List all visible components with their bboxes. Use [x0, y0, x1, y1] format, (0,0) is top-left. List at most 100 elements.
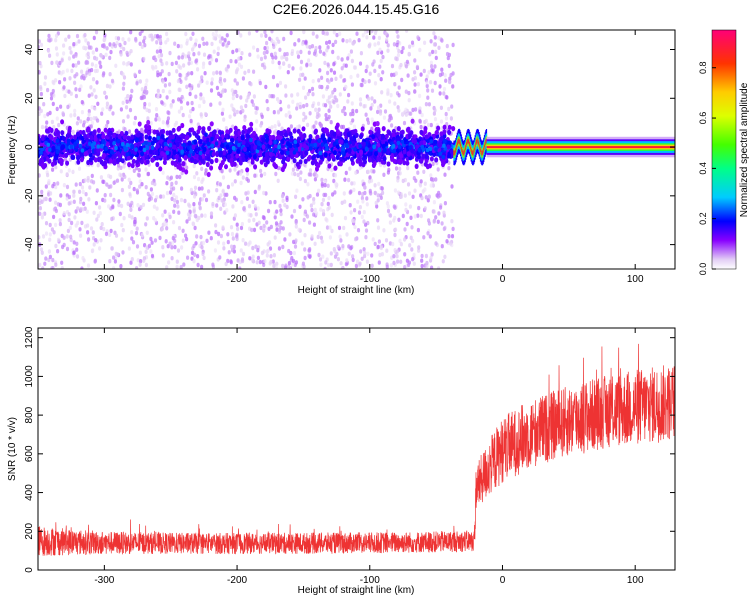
heatmap-cell [121, 142, 125, 147]
heatmap-cell [201, 96, 205, 101]
heatmap-cell [62, 43, 66, 48]
heatmap-cell [369, 168, 374, 174]
heatmap-cell [278, 153, 283, 159]
heatmap-cell [134, 230, 139, 236]
heatmap-cell [383, 109, 388, 114]
heatmap-cell [449, 241, 453, 246]
heatmap-cell [430, 88, 435, 93]
heatmap-cell [55, 138, 60, 144]
heatmap-cell [105, 104, 109, 110]
heatmap-cell [206, 171, 211, 178]
heatmap-cell [390, 63, 395, 69]
heatmap-cell [351, 111, 355, 117]
heatmap-cell [326, 70, 330, 76]
heatmap-cell [172, 209, 176, 214]
heatmap-cell [333, 190, 337, 195]
heatmap-cell [119, 52, 123, 57]
heatmap-cell [407, 90, 411, 96]
heatmap-cell [47, 249, 52, 254]
heatmap-cell [169, 104, 173, 109]
heatmap-cell [279, 220, 283, 225]
heatmap-cell [205, 41, 209, 46]
heatmap-cell [251, 254, 255, 259]
heatmap-cell [59, 71, 64, 76]
heatmap-cell [44, 256, 48, 261]
heatmap-cell [349, 49, 353, 54]
heatmap-cell [440, 244, 444, 249]
heatmap-cell [172, 220, 176, 225]
heatmap-cell [115, 252, 120, 257]
heatmap-cell [311, 92, 315, 97]
heatmap-cell [192, 243, 196, 249]
heatmap-cell [406, 165, 410, 171]
heatmap-cell [339, 139, 344, 145]
heatmap-cell [371, 237, 375, 242]
heatmap-cell [434, 49, 438, 55]
heatmap-cell [94, 30, 99, 35]
heatmap-cell [278, 65, 282, 70]
heatmap-cell [465, 145, 467, 150]
heatmap-cell [190, 71, 194, 76]
heatmap-cell [318, 150, 323, 156]
heatmap-cell [290, 93, 294, 98]
heatmap-cell [399, 194, 404, 199]
heatmap-cell [252, 94, 256, 99]
heatmap-cell [351, 118, 355, 123]
heatmap-cell [253, 145, 258, 151]
heatmap-cell [98, 205, 102, 210]
heatmap-cell [335, 154, 340, 161]
heatmap-cell [55, 52, 59, 57]
heatmap-cell [451, 71, 455, 76]
heatmap-cell [421, 189, 425, 194]
heatmap-cell [438, 91, 442, 96]
heatmap-cell [38, 206, 43, 211]
heatmap-cell [456, 145, 458, 150]
heatmap-cell [288, 232, 292, 237]
heatmap-cell [339, 74, 343, 79]
heatmap-cell [44, 184, 48, 189]
heatmap-cell [96, 101, 100, 107]
heatmap-cell [185, 134, 190, 140]
heatmap-cell [244, 191, 248, 196]
heatmap-cell [161, 120, 165, 125]
heatmap-cell [395, 254, 399, 259]
heatmap-cell [327, 79, 331, 84]
heatmap-cell [245, 171, 250, 176]
heatmap-cell [41, 266, 45, 269]
heatmap-cell [56, 129, 61, 136]
heatmap-cell [158, 166, 163, 172]
heatmap-cell [288, 143, 293, 149]
heatmap-cell [404, 89, 408, 94]
heatmap-cell [210, 81, 214, 86]
heatmap-cell [333, 165, 338, 171]
heatmap-cell [388, 220, 392, 225]
heatmap-cell [193, 213, 197, 218]
heatmap-cell [386, 48, 390, 53]
heatmap-cell [167, 71, 171, 77]
heatmap-cell [72, 193, 76, 198]
heatmap-cell [205, 80, 209, 85]
heatmap-cell [77, 60, 81, 65]
heatmap-cell [281, 193, 285, 198]
heatmap-cell [101, 107, 105, 112]
heatmap-cell [400, 139, 405, 144]
heatmap-cell [40, 124, 45, 130]
heatmap-cell [38, 135, 41, 142]
heatmap-cell [87, 109, 91, 114]
heatmap-cell [185, 41, 189, 46]
heatmap-cell [447, 124, 452, 130]
heatmap-cell [204, 168, 208, 173]
heatmap-cell [148, 33, 152, 39]
heatmap-cell [42, 102, 46, 107]
heatmap-cell [155, 161, 160, 168]
heatmap-cell [103, 90, 107, 96]
heatmap-cell [173, 203, 177, 208]
heatmap-cell [376, 41, 381, 46]
heatmap-cell [57, 122, 61, 128]
heatmap-cell [442, 129, 447, 135]
heatmap-cell [49, 191, 53, 196]
heatmap-cell [312, 197, 316, 202]
heatmap-cell [291, 167, 295, 172]
heatmap-cell [354, 170, 358, 175]
heatmap-cell [308, 111, 312, 116]
